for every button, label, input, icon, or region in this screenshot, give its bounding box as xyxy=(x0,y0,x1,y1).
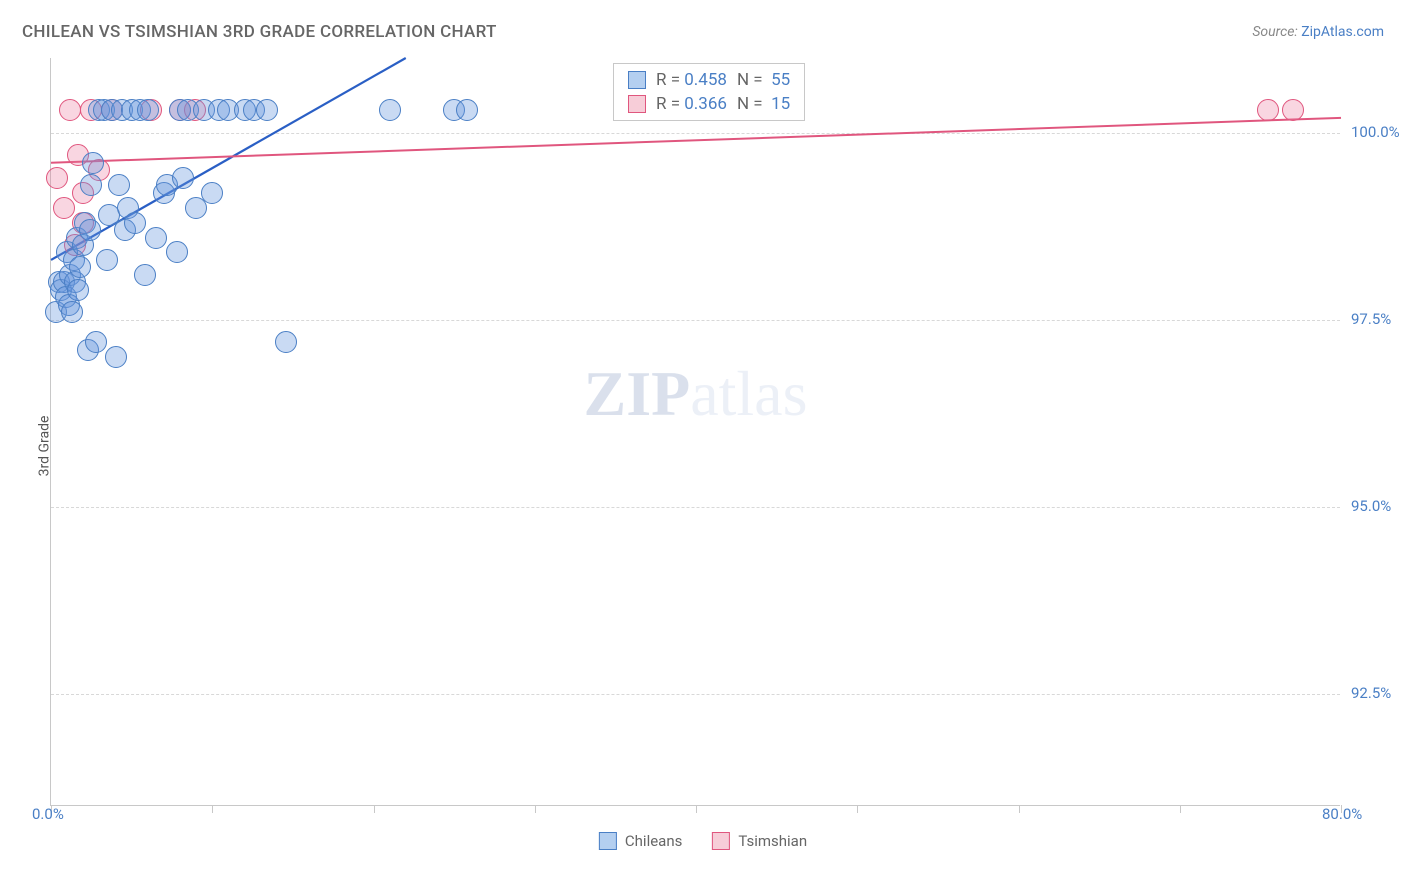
stats-n-label: N = 55 xyxy=(737,70,790,90)
chart-header: CHILEAN VS TSIMSHIAN 3RD GRADE CORRELATI… xyxy=(22,22,1384,42)
trendlines-svg xyxy=(51,58,1341,806)
data-point xyxy=(61,301,83,323)
legend-swatch xyxy=(712,832,730,850)
bottom-legend: Chileans Tsimshian xyxy=(599,832,807,850)
data-point xyxy=(1257,99,1279,121)
xtick xyxy=(212,805,213,813)
data-point xyxy=(96,249,118,271)
data-point xyxy=(201,182,223,204)
ytick-label: 97.5% xyxy=(1351,310,1391,328)
ytick-label: 95.0% xyxy=(1351,497,1391,515)
data-point xyxy=(105,346,127,368)
legend-label: Tsimshian xyxy=(738,832,807,850)
trend-line xyxy=(51,118,1341,163)
data-point xyxy=(134,264,156,286)
data-point xyxy=(166,241,188,263)
data-point xyxy=(137,99,159,121)
source-link[interactable]: ZipAtlas.com xyxy=(1301,24,1384,40)
stats-r-label: R = 0.366 xyxy=(656,94,727,114)
legend-swatch xyxy=(599,832,617,850)
source-attribution: Source: ZipAtlas.com xyxy=(1252,24,1384,40)
data-point xyxy=(1282,99,1304,121)
ytick-label: 100.0% xyxy=(1351,123,1400,141)
legend-label: Chileans xyxy=(625,832,682,850)
xtick xyxy=(374,805,375,813)
data-point xyxy=(67,279,89,301)
data-point xyxy=(69,256,91,278)
stats-row: R = 0.366 N = 15 xyxy=(628,94,790,114)
data-point xyxy=(456,99,478,121)
data-point xyxy=(85,331,107,353)
stats-row: R = 0.458 N = 55 xyxy=(628,70,790,90)
trend-line xyxy=(51,58,406,260)
stats-box: R = 0.458 N = 55 R = 0.366 N = 15 xyxy=(613,63,805,121)
data-point xyxy=(172,167,194,189)
data-point xyxy=(53,197,75,219)
xtick xyxy=(696,805,697,813)
xtick xyxy=(1180,805,1181,813)
data-point xyxy=(108,174,130,196)
xtick xyxy=(535,805,536,813)
xtick xyxy=(857,805,858,813)
data-point xyxy=(80,174,102,196)
legend-item: Tsimshian xyxy=(712,832,807,850)
stats-n-label: N = 15 xyxy=(737,94,790,114)
data-point xyxy=(145,227,167,249)
data-point xyxy=(379,99,401,121)
xtick-label: 0.0% xyxy=(32,805,64,823)
legend-item: Chileans xyxy=(599,832,682,850)
data-point xyxy=(124,212,146,234)
stats-swatch xyxy=(628,71,646,89)
plot-area: ZIPatlas 100.0%97.5%95.0%92.5%R = 0.458N… xyxy=(50,58,1340,806)
data-point xyxy=(46,167,68,189)
data-point xyxy=(256,99,278,121)
ytick-label: 92.5% xyxy=(1351,684,1391,702)
data-point xyxy=(59,99,81,121)
chart-title: CHILEAN VS TSIMSHIAN 3RD GRADE CORRELATI… xyxy=(22,22,497,42)
source-label: Source: xyxy=(1252,24,1301,40)
stats-swatch xyxy=(628,95,646,113)
data-point xyxy=(82,152,104,174)
xtick xyxy=(1019,805,1020,813)
xtick-label: 80.0% xyxy=(1322,805,1362,823)
data-point xyxy=(79,219,101,241)
data-point xyxy=(275,331,297,353)
stats-r-label: R = 0.458 xyxy=(656,70,727,90)
